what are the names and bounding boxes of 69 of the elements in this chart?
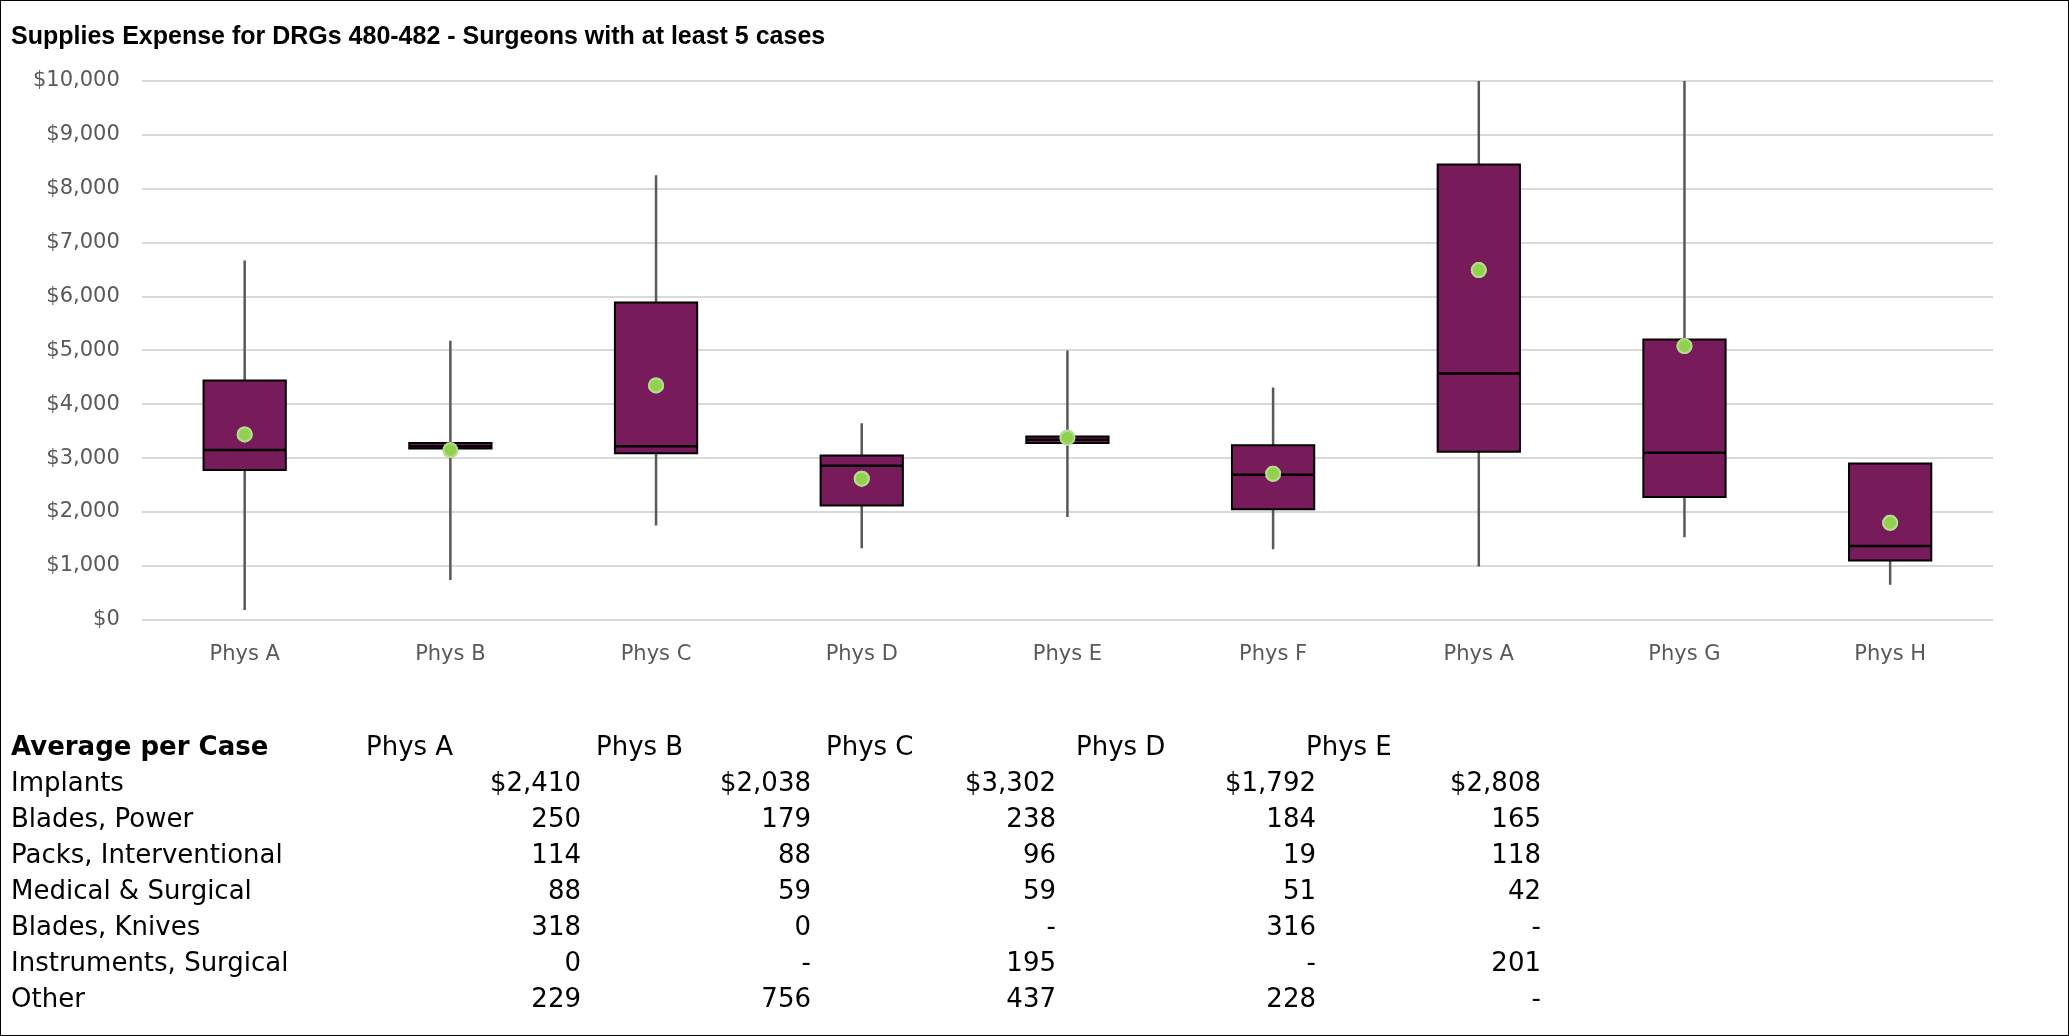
text: - (1531, 983, 1541, 1013)
text: 316 (1266, 911, 1316, 941)
category-label: Instruments, Surgical (11, 947, 289, 977)
text: 201 (1491, 947, 1541, 977)
y-tick-label: $1,000 (46, 552, 120, 577)
x-tick-label: Phys C (620, 640, 692, 665)
y-tick-label: $4,000 (46, 390, 120, 415)
x-tick-label: Phys A (209, 640, 281, 665)
text: 179 (761, 803, 811, 833)
text: 114 (531, 839, 581, 869)
text: 437 (1006, 983, 1056, 1013)
x-tick-label: Phys E (1032, 640, 1103, 665)
text: 229 (531, 983, 581, 1013)
category-label: Phys B (596, 731, 684, 761)
x-tick-label: Phys A (1443, 640, 1515, 665)
text: 19 (1282, 839, 1316, 869)
x-tick-label: Phys D (825, 640, 898, 665)
y-tick-label: $8,000 (46, 175, 120, 200)
text: 88 (777, 839, 811, 869)
text: $1,792 (1225, 767, 1316, 797)
text: 184 (1266, 803, 1316, 833)
text: $2,410 (490, 767, 581, 797)
category-label: Other (11, 983, 85, 1013)
text: 238 (1006, 803, 1056, 833)
text: 51 (1282, 875, 1316, 905)
text: - (801, 947, 811, 977)
text: 59 (777, 875, 811, 905)
y-tick-label: $2,000 (46, 498, 120, 523)
category-label: Medical & Surgical (11, 875, 252, 905)
text: 0 (794, 911, 811, 941)
x-tick-label: Phys B (415, 640, 486, 665)
text: 59 (1022, 875, 1056, 905)
text: 96 (1022, 839, 1056, 869)
text: $2,038 (720, 767, 811, 797)
text: - (1306, 947, 1316, 977)
y-tick-label: $0 (93, 606, 120, 631)
text: 250 (531, 803, 581, 833)
category-label: Blades, Power (11, 803, 194, 833)
y-tick-label: $6,000 (46, 282, 120, 307)
category-label: Phys A (366, 731, 454, 761)
text: 165 (1491, 803, 1541, 833)
text: 0 (564, 947, 581, 977)
text: 42 (1507, 875, 1541, 905)
category-label: Packs, Interventional (11, 839, 283, 869)
text: 756 (761, 983, 811, 1013)
text: 318 (531, 911, 581, 941)
text: $3,302 (965, 767, 1056, 797)
y-tick-label: $10,000 (33, 67, 120, 92)
text: 195 (1006, 947, 1056, 977)
text: Average per Case (11, 731, 269, 761)
x-tick-label: Phys F (1239, 640, 1308, 665)
text: 88 (547, 875, 581, 905)
text: $2,808 (1450, 767, 1541, 797)
x-tick-label: Phys H (1854, 640, 1927, 665)
y-tick-label: $3,000 (46, 444, 120, 469)
y-tick-label: $5,000 (46, 336, 120, 361)
category-label: Blades, Knives (11, 911, 201, 941)
text: - (1531, 911, 1541, 941)
category-label: Phys D (1076, 731, 1166, 761)
text: - (1046, 911, 1056, 941)
category-label: Phys C (826, 731, 914, 761)
text: 228 (1266, 983, 1316, 1013)
y-tick-label: $9,000 (46, 121, 120, 146)
category-label: Phys E (1306, 731, 1392, 761)
text: 118 (1491, 839, 1541, 869)
chart-title: Supplies Expense for DRGs 480-482 - Surgeons with at least 5 cases (11, 21, 826, 50)
x-tick-label: Phys G (1648, 640, 1721, 665)
y-tick-label: $7,000 (46, 229, 120, 254)
category-label: Implants (11, 767, 124, 797)
